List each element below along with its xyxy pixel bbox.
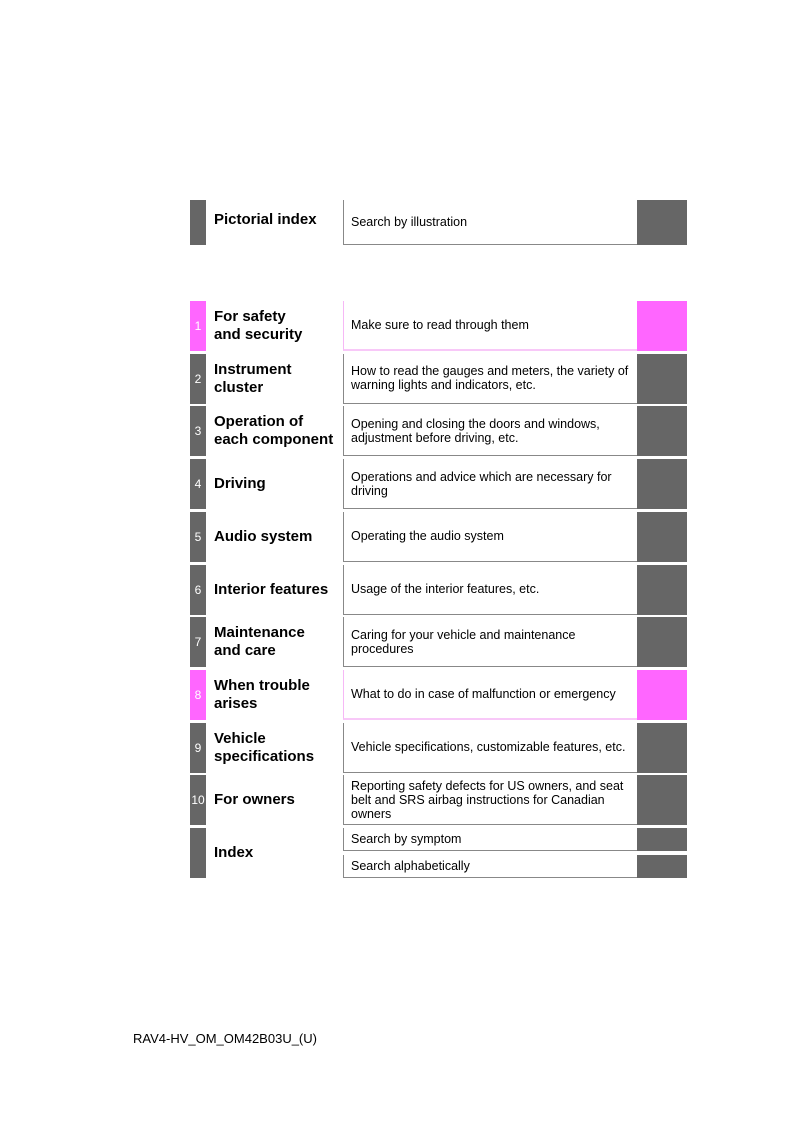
chapter-tab-right [637,775,687,826]
chapter-description-text: Caring for your vehicle and maintenance … [351,627,576,656]
chapter-description: How to read the gauges and meters, the v… [343,353,637,404]
section-tab-right [637,855,687,878]
chapter-2[interactable]: 2 Instrument cluster How to read the gauge… [190,353,687,404]
section-pictorial-index[interactable]: Pictorial index Search by illustration [190,200,687,245]
chapter-10[interactable]: 10 For owners Reporting safety defects for… [190,775,687,826]
chapter-number: 2 [190,353,206,404]
chapter-title-text: For owners [214,791,295,809]
chapter-1[interactable]: 1 For safety and security Make sure to rea… [190,301,687,351]
section-tab-left [190,828,206,878]
chapter-description-text: Opening and closing the doors and window… [351,416,600,445]
chapter-title-text: Audio system [214,527,313,545]
chapter-title-text: Driving [214,475,266,493]
chapter-number: 7 [190,617,206,668]
chapter-number: 4 [190,459,206,510]
chapter-tab-right [637,669,687,720]
chapter-9[interactable]: 9 Vehicle specifications Vehicle specifica… [190,722,687,773]
chapter-4[interactable]: 4 Driving Operations and advice which are … [190,459,687,510]
chapter-6[interactable]: 6 Interior features Usage of the interior … [190,564,687,615]
section-description: Search by illustration [343,200,637,245]
chapter-description-text: What to do in case of malfunction or eme… [351,686,616,701]
chapter-title-text: Interior features [214,580,329,598]
chapter-description-text: Make sure to read through them [351,318,529,332]
chapter-description-text: Operating the audio system [351,529,504,544]
index-search-alphabetically[interactable]: Search alphabetically [343,855,687,878]
section-title: Pictorial index [214,211,317,228]
chapter-title: Audio system [214,512,339,562]
chapter-title: Driving [214,459,339,509]
chapter-title-text: When trouble arises [214,676,310,712]
chapter-number: 3 [190,406,206,457]
chapter-number: 6 [190,564,206,615]
chapter-tab-right [637,353,687,404]
section-index[interactable]: Index Search by symptom Search alphabeti… [190,828,687,878]
section-title: Index [214,844,254,861]
chapter-title: When trouble arises [214,670,339,720]
chapter-title-text: Maintenance and care [214,624,305,660]
chapter-description: Operating the audio system [343,511,637,562]
chapter-title: Maintenance and care [214,617,339,667]
chapter-5[interactable]: 5 Audio system Operating the audio system [190,511,687,562]
chapter-number: 10 [190,775,206,826]
chapter-tab-right [637,406,687,457]
chapter-8[interactable]: 8 When trouble arises What to do in case o… [190,669,687,720]
chapter-number: 9 [190,722,206,773]
section-tab-left [190,200,206,245]
chapter-title: Vehicle specifications [214,723,339,773]
chapter-description: What to do in case of malfunction or eme… [343,669,637,720]
chapter-description-text: Reporting safety defects for US owners, … [351,778,624,821]
chapter-title: For owners [214,775,339,825]
chapter-number: 5 [190,511,206,562]
chapter-tab-right [637,722,687,773]
chapter-description: Operations and advice which are necessar… [343,459,637,510]
chapter-description: Usage of the interior features, etc. [343,564,637,615]
chapter-3[interactable]: 3 Operation of each component Opening and … [190,406,687,457]
chapter-title-text: Operation of each component [214,413,334,449]
chapter-description-text: How to read the gauges and meters, the v… [351,364,629,393]
chapter-title: Operation of each component [214,406,339,456]
index-search-by-symptom[interactable]: Search by symptom [343,828,687,851]
chapter-title-text: Instrument cluster [214,360,292,396]
chapter-description: Make sure to read through them [343,301,637,351]
chapter-title: For safety and security [214,301,339,351]
chapter-description-text: Operations and advice which are necessar… [351,469,612,498]
chapter-title: Interior features [214,565,339,615]
chapter-7[interactable]: 7 Maintenance and care Caring for your veh… [190,617,687,668]
chapter-tab-right [637,301,687,351]
chapter-number: 1 [190,301,206,351]
chapter-description: Reporting safety defects for US owners, … [343,775,637,826]
chapter-description: Caring for your vehicle and maintenance … [343,617,637,668]
chapter-title-text: For safety and security [214,308,303,343]
chapter-tab-right [637,617,687,668]
chapter-description-text: Vehicle specifications, customizable fea… [351,740,626,755]
section-tab-right [637,828,687,851]
chapter-description: Opening and closing the doors and window… [343,406,637,457]
section-tab-right [637,200,687,245]
chapter-tab-right [637,564,687,615]
document-code: RAV4-HV_OM_OM42B03U_(U) [133,1031,317,1046]
section-description: Search by symptom [343,828,637,851]
chapter-title-text: Vehicle specifications [214,729,315,765]
chapter-description-text: Usage of the interior features, etc. [351,582,540,596]
chapter-tab-right [637,511,687,562]
chapter-title: Instrument cluster [214,354,339,404]
chapter-description: Vehicle specifications, customizable fea… [343,722,637,773]
section-description: Search alphabetically [343,855,637,878]
chapter-number: 8 [190,669,206,720]
chapter-tab-right [637,459,687,510]
